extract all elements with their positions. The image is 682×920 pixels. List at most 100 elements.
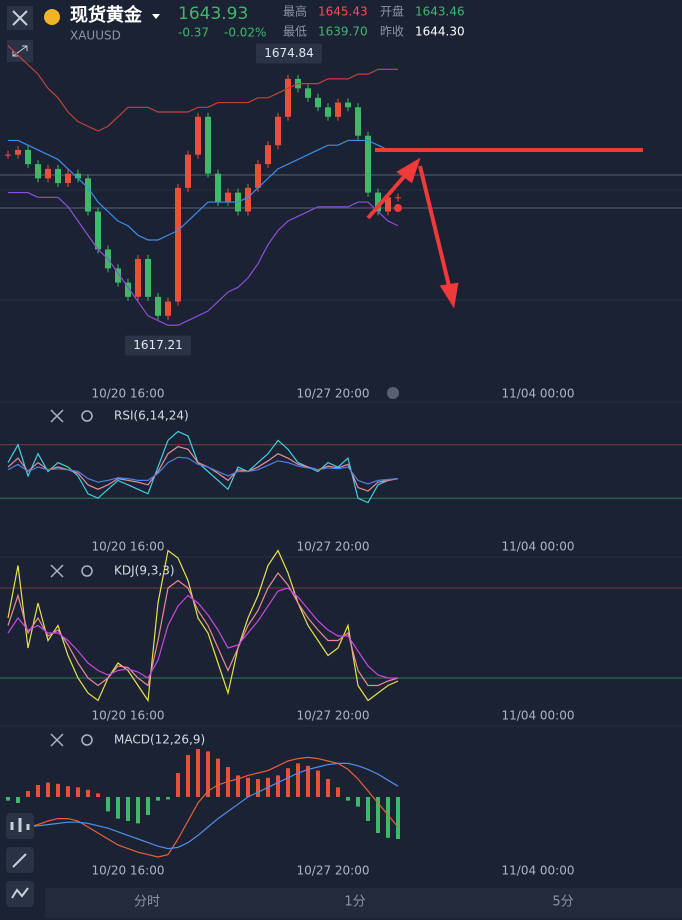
close-icon	[12, 10, 28, 26]
candle	[355, 107, 361, 136]
macd-bar	[306, 765, 310, 797]
candle	[195, 116, 201, 155]
stat-label: 开盘	[380, 4, 404, 19]
settings-icon[interactable]	[81, 734, 93, 746]
x-axis-label: 10/27 20:00	[297, 709, 370, 723]
macd-bar	[386, 797, 390, 838]
macd-bar	[196, 749, 200, 797]
indicator-line	[7, 571, 399, 687]
expand-icon	[12, 45, 28, 57]
macd-bar	[276, 775, 280, 797]
stat-value: 1644.30	[415, 25, 465, 39]
candle	[155, 296, 161, 316]
macd-bar	[366, 797, 370, 821]
change-pct: -0.02%	[224, 26, 266, 40]
x-axis-label: 10/20 16:00	[92, 387, 165, 401]
side-tools	[6, 813, 34, 907]
instrument-name[interactable]: 现货黄金	[70, 4, 143, 26]
dropdown-icon[interactable]	[152, 14, 160, 19]
tab[interactable]: 5分	[552, 895, 573, 910]
x-axis-label: 10/27 20:00	[297, 864, 370, 878]
background-grid	[0, 189, 682, 727]
panel	[5, 45, 401, 326]
candle	[335, 102, 341, 117]
macd-bar	[316, 770, 320, 797]
macd-bar	[146, 797, 150, 815]
macd-bar	[336, 787, 340, 797]
x-axis-label: 10/20 16:00	[92, 540, 165, 554]
panel	[0, 430, 682, 504]
candle	[5, 154, 11, 156]
price: 1643.93	[178, 4, 248, 24]
indicator-line	[7, 445, 399, 492]
candle	[325, 107, 331, 117]
close-icon[interactable]	[50, 564, 64, 578]
stat-label: 昨收	[380, 25, 404, 39]
close-icon[interactable]	[50, 409, 64, 423]
macd-bar	[36, 785, 40, 797]
candle	[345, 102, 351, 108]
candle	[165, 301, 171, 316]
macd-bar	[296, 763, 300, 797]
macd-bar	[326, 779, 330, 797]
indicator-line	[8, 762, 399, 850]
candle	[215, 173, 221, 203]
tab[interactable]: 1分	[344, 895, 365, 910]
panel	[0, 549, 682, 703]
candle	[395, 197, 401, 199]
close-icon[interactable]	[50, 733, 64, 747]
tab[interactable]: 分时	[134, 895, 160, 910]
macd-bar	[286, 768, 290, 797]
candle	[375, 192, 381, 212]
stat-label: 最低	[283, 25, 307, 39]
macd-bar	[56, 783, 60, 797]
drawing	[366, 148, 643, 309]
cursor-dot[interactable]	[387, 387, 399, 399]
macd-bar	[206, 751, 210, 797]
macd-bar	[126, 797, 130, 821]
x-axis-label: 10/20 16:00	[92, 709, 165, 723]
candle	[205, 116, 211, 174]
price-tag	[256, 43, 322, 64]
macd-bar	[346, 797, 350, 801]
macd-bar	[86, 789, 90, 797]
macd-bar	[156, 797, 160, 801]
macd-bar	[116, 797, 120, 819]
macd-bar	[186, 755, 190, 797]
candle	[265, 145, 271, 165]
macd-bar	[96, 793, 100, 797]
stat-value: 1639.70	[318, 25, 368, 39]
macd-bar	[136, 797, 140, 824]
macd-bar	[46, 782, 50, 797]
candle	[35, 164, 41, 179]
panel	[6, 749, 400, 858]
x-axis-label: 11/04 00:00	[502, 709, 575, 723]
indicator-line	[8, 191, 399, 326]
candle	[315, 97, 321, 108]
settings-icon[interactable]	[81, 410, 93, 422]
price-tag-label: 1617.21	[133, 338, 183, 352]
settings-icon[interactable]	[81, 565, 93, 577]
candle	[115, 268, 121, 283]
macd-bar	[6, 797, 10, 801]
change: -0.37	[178, 26, 209, 40]
candle	[245, 187, 251, 212]
stat-value: 1643.46	[415, 5, 465, 19]
x-axis-label: 10/20 16:00	[92, 864, 165, 878]
macd-bar	[356, 797, 360, 807]
macd-bar	[216, 758, 220, 797]
macd-bar	[76, 787, 80, 797]
candle	[85, 178, 91, 212]
indicator-label: MACD(12,26,9)	[114, 733, 205, 747]
candle	[45, 168, 51, 179]
x-axis-label: 11/04 00:00	[502, 864, 575, 878]
macd-bar	[396, 797, 400, 839]
candle	[145, 258, 151, 297]
indicator-label: RSI(6,14,24)	[114, 409, 189, 423]
x-axis-label: 10/27 20:00	[297, 387, 370, 401]
indicator-line	[7, 456, 399, 485]
candle	[385, 197, 391, 212]
macd-bar	[256, 779, 260, 797]
